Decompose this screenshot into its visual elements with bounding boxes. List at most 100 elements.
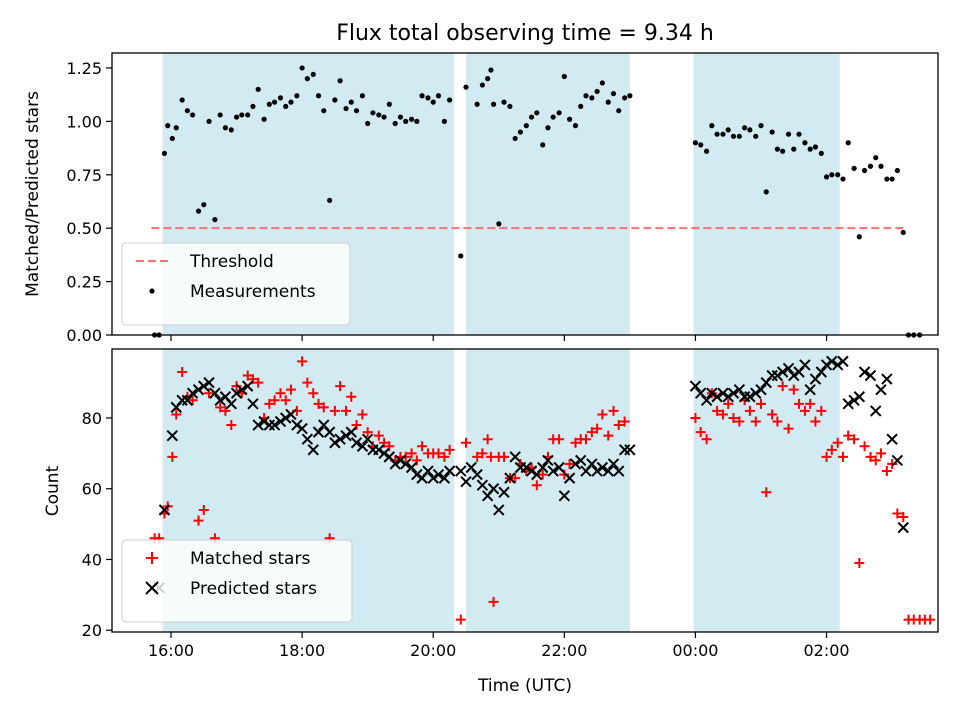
measurements-point <box>463 84 469 90</box>
matched-stars-point <box>335 381 346 392</box>
matched-stars-point <box>215 402 226 413</box>
measurements-point <box>894 167 900 174</box>
measurements-point <box>435 93 442 99</box>
measurements-point <box>228 127 234 133</box>
measurements-point <box>490 101 497 107</box>
matched-stars-point <box>253 377 264 388</box>
measurements-point <box>370 110 376 116</box>
measurements-point <box>791 146 797 152</box>
matched-stars-point <box>898 512 909 523</box>
predicted-stars-point <box>389 458 401 470</box>
predicted-stars-point <box>788 369 800 382</box>
matched-stars-point <box>826 444 837 455</box>
measurements-point <box>271 99 278 105</box>
matched-stars-point <box>193 515 204 526</box>
matched-stars-point <box>608 405 619 416</box>
measurements-point <box>501 99 507 105</box>
measurements-point <box>299 65 305 71</box>
matched-stars-point <box>341 405 352 416</box>
predicted-stars-point <box>307 444 319 456</box>
measurements-point <box>201 202 207 208</box>
ratio-y-tick-label: 0.25 <box>66 273 102 292</box>
predicted-stars-point <box>864 369 877 382</box>
predicted-stars-point <box>285 408 297 421</box>
matched-stars-point <box>564 458 575 469</box>
measurements-point <box>217 112 223 118</box>
measurements-point <box>528 114 535 120</box>
predicted-stars-point <box>624 444 636 456</box>
measurements-point <box>714 131 720 137</box>
count-y-tick-label: 20 <box>82 621 102 640</box>
predicted-stars-point <box>750 387 762 399</box>
predicted-stars-point <box>296 422 308 435</box>
predicted-stars-point <box>776 366 789 378</box>
count-legend: Matched stars Predicted stars <box>121 539 353 623</box>
matched-stars-point <box>854 558 865 569</box>
matched-stars-point <box>810 416 821 427</box>
predicted-stars-point <box>897 521 909 534</box>
matched-stars-point <box>756 398 766 409</box>
matched-stars-point <box>373 430 384 441</box>
predicted-stars-point <box>236 383 248 396</box>
predicted-stars-point <box>427 472 439 484</box>
measurements-point <box>294 93 300 99</box>
predicted-stars-point <box>230 387 243 399</box>
predicted-stars-point <box>569 458 582 470</box>
predicted-stars-point <box>536 461 549 474</box>
predicted-stars-point <box>432 468 445 481</box>
predicted-stars-point <box>886 433 898 445</box>
matched-stars-point <box>805 398 816 409</box>
predicted-stars-point <box>274 415 287 428</box>
measurements-point <box>288 99 294 105</box>
matched-stars-point <box>247 374 258 385</box>
measurements-point <box>758 123 764 129</box>
predicted-stars-point <box>323 426 336 438</box>
predicted-stars-point <box>443 465 456 477</box>
measurements-point <box>785 131 792 137</box>
measurements-point <box>458 253 464 259</box>
predicted-stars-point <box>602 465 614 477</box>
measurements-point <box>829 172 835 178</box>
matched-stars-point <box>379 437 390 448</box>
measurements-point <box>165 123 171 129</box>
measurements-point <box>386 101 392 107</box>
predicted-stars-point <box>853 391 866 403</box>
predicted-stars-point <box>613 465 625 477</box>
predicted-stars-point <box>575 454 587 467</box>
measurements-point <box>747 127 753 133</box>
matched-stars-point <box>297 356 308 367</box>
measurements-legend-label: Measurements <box>190 282 316 302</box>
predicted-stars-point <box>361 433 374 445</box>
measurements-point <box>627 93 633 99</box>
predicted-stars-point <box>596 461 609 474</box>
measurements-point <box>550 114 556 120</box>
measurements-point <box>578 103 584 110</box>
predicted-stars-point <box>542 454 554 467</box>
measurements-point <box>332 97 338 103</box>
ratio-plot-frame <box>111 52 939 336</box>
measurements-point <box>802 140 808 146</box>
predicted-stars-point <box>826 355 838 368</box>
predicted-stars-point <box>158 504 171 516</box>
measurements-point <box>845 140 851 146</box>
predicted-stars-point <box>455 465 467 477</box>
matched-stars-point <box>537 469 548 480</box>
predicted-stars-point <box>711 391 723 403</box>
matched-stars-point <box>728 412 739 423</box>
measurements-point <box>169 135 175 142</box>
matched-stars-point <box>723 398 734 409</box>
predicted-stars-point <box>411 468 423 481</box>
measurements-point <box>823 174 830 180</box>
predicted-stars-point <box>755 383 767 396</box>
measurements-point <box>397 114 404 120</box>
matched-stars-legend-swatch <box>146 552 158 564</box>
ratio-y-axis-label: Matched/Predicted stars <box>23 91 43 297</box>
measurements-point <box>245 112 251 118</box>
measurements-point <box>594 88 600 95</box>
measurements-point <box>753 133 759 139</box>
measurements-point <box>337 78 343 84</box>
count-y-ticks: 20 40 60 80 <box>82 409 112 640</box>
matched-stars-point <box>198 504 209 515</box>
predicted-stars-point <box>815 366 828 378</box>
